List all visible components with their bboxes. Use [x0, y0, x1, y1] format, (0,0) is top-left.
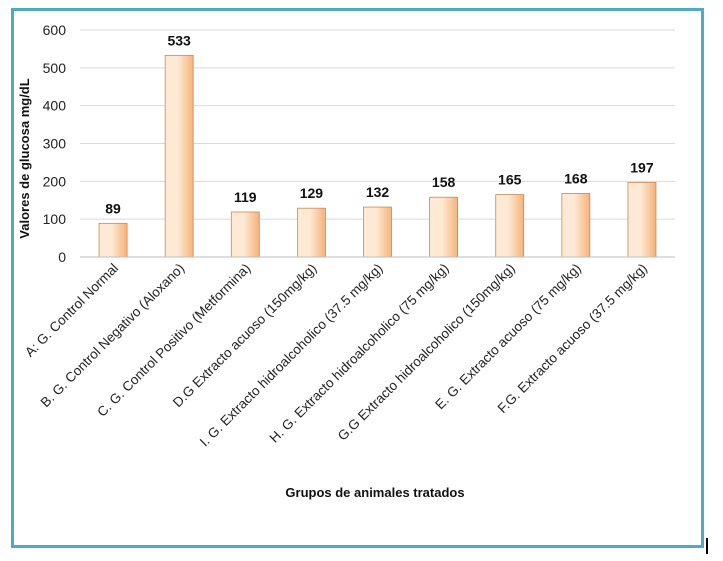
bar — [429, 196, 459, 258]
data-label: 158 — [432, 174, 456, 190]
data-label: 132 — [366, 184, 390, 200]
bar — [164, 54, 194, 258]
y-tick-label: 600 — [43, 22, 67, 38]
y-tick-label: 200 — [43, 173, 67, 189]
chart-frame — [11, 8, 704, 548]
bar — [98, 222, 128, 258]
data-label: 168 — [564, 170, 588, 186]
text-cursor-mark — [706, 538, 708, 554]
y-tick-label: 300 — [43, 136, 67, 152]
bars — [98, 54, 657, 258]
y-tick-label: 400 — [43, 98, 67, 114]
y-axis-ticks: 0 100 200 300 400 500 600 — [43, 22, 67, 265]
y-tick-label: 0 — [58, 249, 66, 265]
bar — [495, 194, 525, 258]
x-category-label: B. G. Control Negativo (Aloxano) — [38, 261, 188, 411]
bar — [230, 211, 260, 258]
y-tick-label: 500 — [43, 60, 67, 76]
data-labels: 89 533 119 129 132 158 165 168 197 — [105, 32, 654, 216]
y-axis-title: Valores de glucosa mg/dL — [17, 78, 32, 238]
y-tick-label: 100 — [43, 211, 67, 227]
bar — [627, 182, 657, 258]
data-label: 89 — [105, 200, 121, 216]
data-label: 165 — [498, 172, 522, 188]
data-label: 197 — [630, 159, 654, 175]
x-axis-title: Grupos de animales tratados — [285, 485, 464, 500]
x-category-label: F.G. Extracto acuoso (37.5 mg/kg) — [495, 261, 650, 416]
data-label: 533 — [167, 32, 191, 48]
x-category-label: E. G. Extracto acuoso (75 mg/kg) — [432, 261, 584, 413]
bar — [561, 193, 591, 258]
data-label: 129 — [300, 185, 324, 201]
data-label: 119 — [234, 189, 257, 205]
bar — [296, 207, 326, 258]
x-category-label: D.G Extracto acuoso (150mg/kg) — [170, 261, 320, 411]
bar — [363, 206, 392, 258]
